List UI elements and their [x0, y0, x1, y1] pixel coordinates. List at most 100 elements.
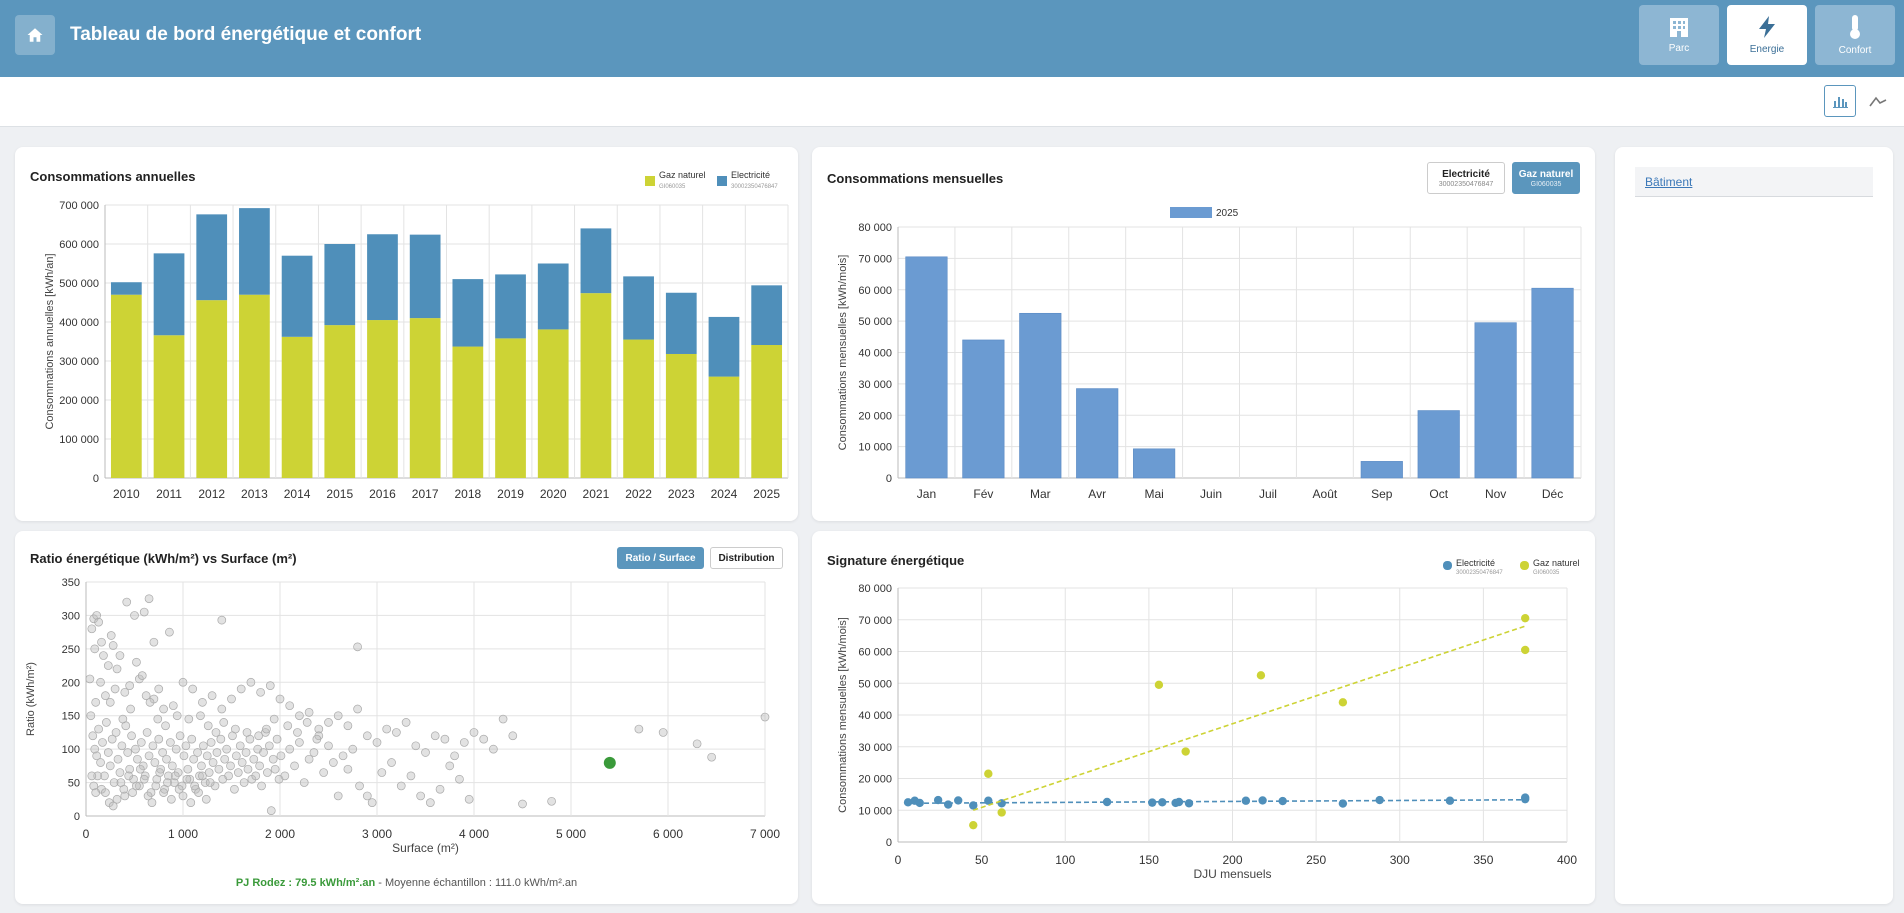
- point-gaz: [984, 769, 993, 778]
- legend-label: Electricité: [1456, 558, 1495, 568]
- scatter-point: [280, 771, 290, 781]
- scatter-point: [333, 791, 343, 801]
- scatter-point: [86, 711, 96, 721]
- scatter-point: [100, 771, 109, 781]
- scatter-point: [259, 748, 268, 757]
- y-tick-label: 30 000: [858, 379, 892, 391]
- y-tick-label: 500 000: [59, 278, 99, 290]
- x-axis-title: DJU mensuels: [1193, 867, 1271, 881]
- scatter-point: [124, 771, 134, 781]
- bar-gaz-2014: [281, 336, 313, 478]
- y-tick-label: 20 000: [858, 774, 892, 786]
- scatter-point: [518, 799, 527, 809]
- scatter-point: [269, 714, 279, 724]
- scatter-point: [367, 798, 377, 807]
- scatter-point: [148, 741, 158, 751]
- bar-elec-2021: [580, 228, 612, 294]
- scatter-point: [251, 771, 261, 781]
- y-tick-label: 40 000: [858, 710, 892, 722]
- y-tick-label: 50 000: [858, 316, 892, 328]
- legend-label: 2025: [1216, 208, 1239, 219]
- scatter-point: [145, 697, 155, 707]
- point-elec: [1445, 796, 1455, 805]
- scatter-point: [91, 697, 101, 707]
- line-view-button[interactable]: [1862, 85, 1894, 117]
- scatter-point: [178, 677, 188, 687]
- scatter-point: [498, 714, 508, 724]
- scatter-point: [184, 714, 194, 724]
- ratio-chart: 0 50 100 150 200 250 300 350 Ratio (kWh/m²) Surfa…: [25, 577, 780, 855]
- y-tick-label: 80 000: [858, 583, 892, 595]
- scatter-point: [96, 677, 105, 687]
- home-button[interactable]: [15, 15, 55, 55]
- ratio-panel: Ratio énergétique (kWh/m²) vs Surface (m…: [15, 531, 798, 904]
- scatter-point: [227, 694, 236, 704]
- point-elec: [1258, 796, 1267, 805]
- point-elec: [915, 798, 924, 808]
- annual-chart: 0 100 000 200 000 300 000 400 000 500 000 600 …: [44, 170, 789, 501]
- scatter-point: [319, 768, 328, 777]
- scatter-point: [143, 791, 153, 801]
- x-tick-label: 2010: [113, 487, 140, 501]
- scatter-point: [197, 761, 206, 771]
- x-tick-label: 250: [1306, 853, 1326, 867]
- scatter-point: [98, 738, 107, 747]
- y-tick-label: 0: [886, 473, 892, 485]
- x-tick-label: Oct: [1429, 487, 1448, 501]
- scatter-point: [440, 734, 450, 744]
- scatter-point: [151, 781, 161, 791]
- y-tick-label: 200 000: [59, 395, 99, 407]
- bar-Mai: [1133, 448, 1176, 479]
- scatter-point: [211, 728, 221, 737]
- nav-parc-button[interactable]: Parc: [1639, 5, 1719, 65]
- bar-view-button[interactable]: [1824, 85, 1856, 117]
- ratio-surface-button[interactable]: Ratio / Surface: [617, 547, 704, 569]
- batiment-link[interactable]: Bâtiment: [1635, 167, 1873, 197]
- scatter-point: [101, 691, 110, 701]
- scatter-point: [276, 751, 286, 761]
- scatter-point: [198, 697, 207, 707]
- scatter-point: [178, 791, 188, 801]
- scatter-point: [459, 738, 469, 747]
- x-tick-label: 2013: [241, 487, 268, 501]
- point-elec: [984, 796, 993, 805]
- bar-gaz-2019: [495, 338, 526, 478]
- bar-Avr: [1076, 388, 1119, 479]
- nav-energie-button[interactable]: Energie: [1727, 5, 1807, 65]
- scatter-point: [266, 806, 276, 816]
- scatter-point: [99, 651, 108, 660]
- nav-confort-button[interactable]: Confort: [1815, 5, 1895, 65]
- scatter-point: [295, 738, 304, 747]
- scatter-point: [455, 774, 464, 784]
- bar-Oct: [1417, 410, 1460, 479]
- monthly-electricite-button[interactable]: Electricité 30002350476847: [1427, 162, 1505, 194]
- x-tick-label: 4 000: [459, 827, 489, 841]
- scatter-point: [132, 781, 141, 791]
- scatter-point: [90, 744, 100, 754]
- bar-gaz-2017: [409, 318, 441, 478]
- scatter-point: [264, 741, 274, 751]
- scatter-point: [190, 781, 199, 791]
- x-tick-label: 2018: [454, 487, 481, 501]
- scatter-point: [164, 771, 173, 781]
- x-tick-label: 5 000: [556, 827, 586, 841]
- scatter-point: [205, 778, 215, 787]
- scatter-point: [156, 764, 166, 774]
- scatter-point: [165, 627, 174, 637]
- scatter-point: [155, 768, 165, 777]
- scatter-point: [302, 718, 312, 727]
- scatter-point: [362, 791, 372, 801]
- point-elec: [1102, 797, 1112, 807]
- x-tick-label: Jan: [917, 487, 936, 501]
- scatter-point: [199, 741, 208, 751]
- y-tick-label: 150: [62, 711, 80, 723]
- scatter-point: [171, 744, 181, 754]
- scatter-point: [285, 744, 295, 754]
- y-tick-label: 0: [74, 811, 80, 823]
- scatter-point: [304, 754, 314, 764]
- bar-gaz-2012: [196, 300, 228, 478]
- scatter-point: [109, 778, 119, 787]
- distribution-button[interactable]: Distribution: [710, 547, 783, 569]
- monthly-gaz-button[interactable]: Gaz naturel GI060035: [1512, 162, 1580, 194]
- monthly-gaz-label: Gaz naturel: [1518, 168, 1574, 180]
